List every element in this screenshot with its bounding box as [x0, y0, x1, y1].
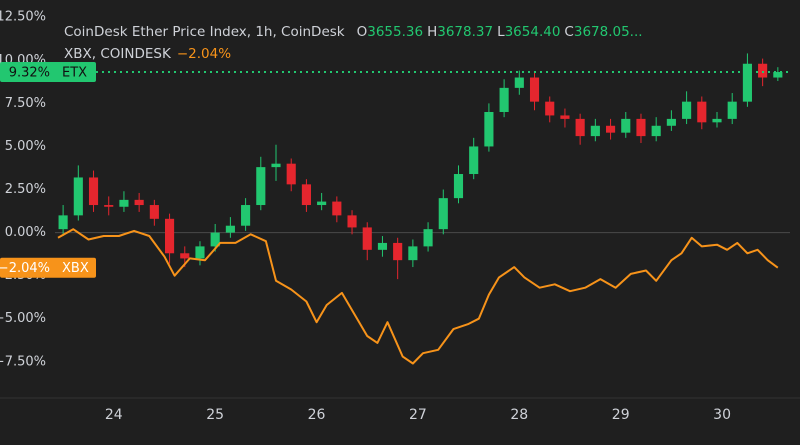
candle-body [712, 118, 722, 123]
stat-key: H [427, 24, 437, 40]
price-tag-value: 9.32% [9, 66, 50, 81]
candle-body [301, 184, 311, 206]
candle-body [104, 205, 114, 207]
y-tick-label: 7.50% [5, 96, 46, 111]
stat-value: 3678.37 [437, 24, 493, 40]
candle-body [438, 198, 448, 230]
candle-body [286, 163, 296, 185]
candle-body [773, 72, 783, 78]
title-text: CoinDesk Ether Price Index, 1h, CoinDesk [64, 24, 345, 40]
candle-body [682, 101, 692, 119]
candle-body [575, 118, 585, 137]
candle-body [73, 177, 83, 216]
candle-body [377, 242, 388, 250]
candle-body [484, 111, 494, 147]
price-tag [0, 257, 96, 278]
stat-value: 3678.05... [574, 24, 643, 40]
chart-title: CoinDesk Ether Price Index, 1h, CoinDesk… [64, 24, 643, 40]
candle-body [256, 167, 266, 206]
candle-body [317, 201, 327, 206]
candle-body [88, 177, 99, 206]
candle-body [529, 77, 540, 102]
x-tick-label: 27 [409, 407, 427, 423]
candle-body [499, 87, 509, 112]
candle-body [347, 215, 357, 228]
candle-body [423, 229, 433, 247]
candle-body [164, 218, 175, 254]
candle-body [58, 215, 68, 230]
series-header: XBX, COINDESK −2.04% [64, 46, 231, 62]
x-tick-label: 28 [510, 407, 528, 423]
candle-body [393, 242, 403, 261]
candle-body [119, 199, 129, 207]
price-tag-value: −2.04% [0, 261, 50, 276]
candle-body [241, 205, 251, 226]
candle-body [271, 163, 281, 168]
candle-body [590, 125, 600, 137]
candle-body [545, 101, 555, 116]
candle-body [621, 118, 631, 133]
candle-body [636, 118, 646, 137]
y-tick-label: 12.50% [0, 10, 46, 25]
stat-key: L [497, 24, 505, 40]
candle-body [453, 174, 464, 199]
candle-body [408, 246, 418, 261]
stat-key: O [357, 24, 368, 40]
x-tick-label: 24 [105, 407, 123, 423]
candle-body [210, 232, 220, 247]
candle-body [651, 125, 661, 137]
candle-body [195, 246, 205, 259]
candle-body [742, 63, 752, 102]
candle-body [149, 205, 159, 219]
candle-body [225, 225, 235, 233]
candle-body [332, 201, 342, 216]
line-series [57, 228, 779, 365]
y-tick-label: −7.50% [0, 354, 46, 369]
price-tag-name: ETX [62, 66, 87, 81]
candle-body [514, 77, 524, 88]
x-tick-label: 30 [713, 407, 731, 423]
y-tick-label: 2.50% [5, 182, 46, 197]
candle-body [134, 199, 144, 206]
candle-body [605, 125, 616, 133]
candle-body [758, 63, 768, 78]
candle-body [666, 118, 676, 126]
stat-value: 3654.40 [505, 24, 561, 40]
candle-body [362, 227, 372, 250]
x-tick-label: 26 [308, 407, 326, 423]
series-source: XBX, COINDESK [64, 46, 172, 62]
y-tick-label: −5.00% [0, 311, 46, 326]
candle-body [727, 101, 737, 119]
x-tick-label: 29 [612, 407, 630, 423]
x-tick-label: 25 [206, 407, 224, 423]
stat-key: C [564, 24, 573, 40]
price-tag-name: XBX [62, 261, 89, 276]
series-change: −2.04% [177, 46, 231, 62]
y-tick-label: 5.00% [5, 139, 46, 154]
price-tag [0, 62, 96, 83]
candle-body [180, 253, 190, 259]
y-tick-label: 0.00% [5, 225, 46, 240]
candle-body [469, 146, 479, 175]
stat-value: 3655.36 [367, 24, 423, 40]
candle-body [560, 115, 570, 119]
candle-body [697, 101, 707, 123]
